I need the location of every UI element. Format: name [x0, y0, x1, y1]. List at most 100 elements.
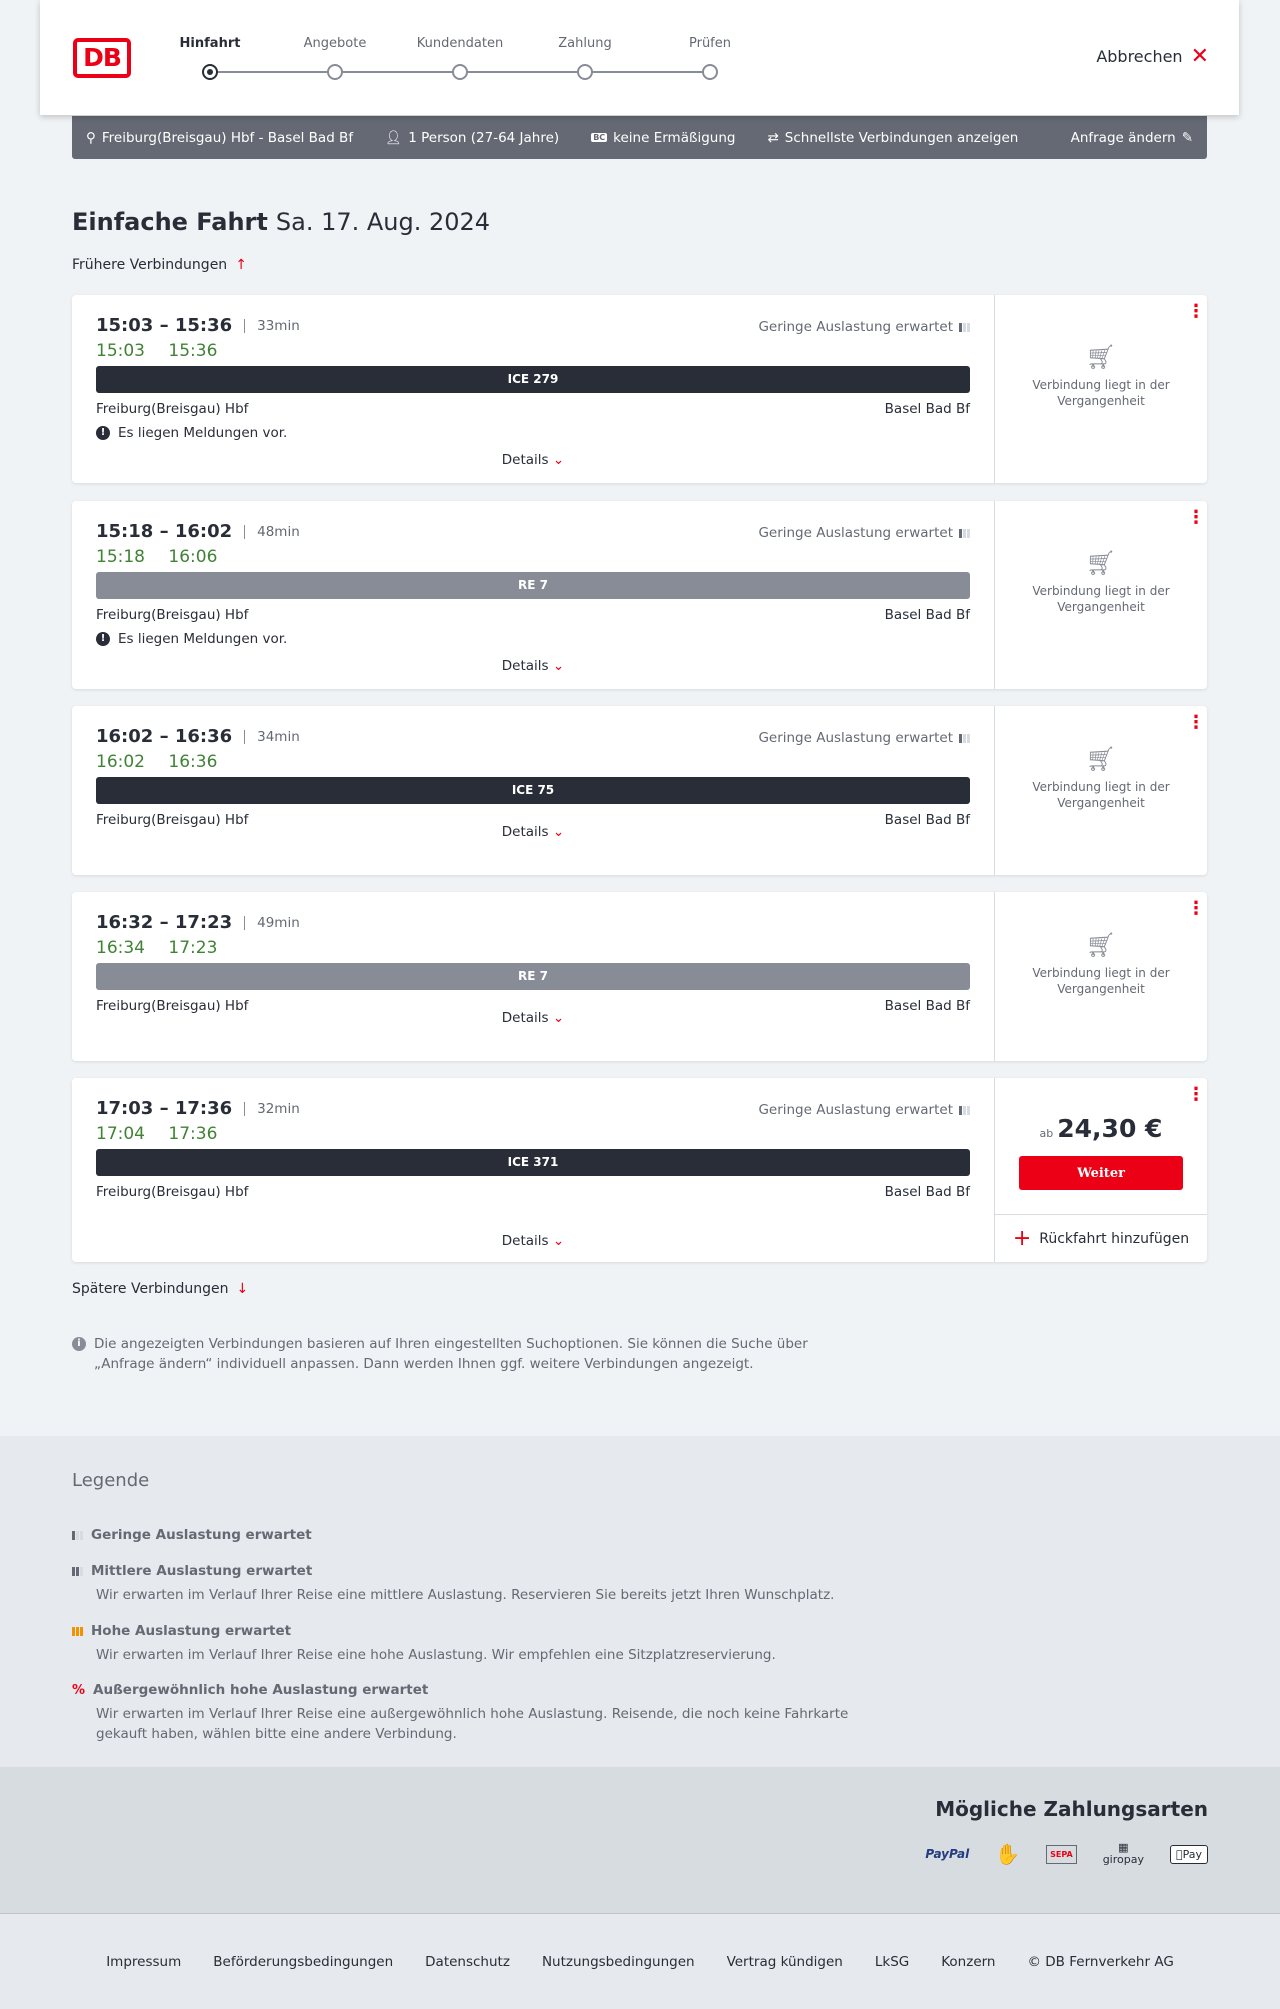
- legend-text: Wir erwarten im Verlauf Ihrer Reise eine…: [96, 1706, 849, 1742]
- chevron-down-icon: ⌄: [552, 824, 565, 840]
- footer: Impressum Beförderungsbedingungen Datens…: [0, 1913, 1280, 2009]
- db-logo[interactable]: DB: [73, 38, 131, 78]
- arrival-station: Basel Bad Bf: [884, 607, 970, 623]
- legend-label: Mittlere Auslastung erwartet: [91, 1563, 313, 1579]
- details-label: Details: [501, 658, 549, 674]
- cancel-label: Abbrechen: [1096, 47, 1183, 66]
- info-text: Die angezeigten Verbindungen basieren au…: [94, 1336, 808, 1372]
- cart-unavailable-icon: 🛒︎: [1085, 549, 1117, 577]
- more-options-icon[interactable]: ⋮: [1187, 301, 1205, 322]
- trip-type: Einfache Fahrt: [72, 208, 268, 236]
- apple-pay-logo: Pay: [1170, 1844, 1208, 1864]
- duration: 34min: [244, 729, 300, 744]
- footer-link-befoerderungsbedingungen[interactable]: Beförderungsbedingungen: [213, 1953, 394, 1970]
- trip-date: Sa. 17. Aug. 2024: [275, 208, 491, 236]
- train-bar[interactable]: ICE 279: [96, 366, 970, 393]
- details-toggle[interactable]: Details ⌄: [72, 452, 994, 468]
- realtime-times: 16:34 17:23: [96, 938, 218, 958]
- message-text: Es liegen Meldungen vor.: [118, 631, 288, 647]
- footer-link-vertrag-kuendigen[interactable]: Vertrag kündigen: [726, 1953, 843, 1970]
- later-connections-link[interactable]: Spätere Verbindungen ↓: [72, 1281, 248, 1297]
- legend-label: Außergewöhnlich hohe Auslastung erwartet: [93, 1682, 429, 1698]
- legend-item-medium: Mittlere Auslastung erwartet Wir erwarten…: [72, 1563, 856, 1605]
- details-toggle[interactable]: Details ⌄: [72, 658, 994, 674]
- connection-card: 16:02 – 16:36 34min 16:02 16:36 Geringe Au…: [72, 706, 1207, 875]
- step-dot: [577, 64, 593, 80]
- details-toggle[interactable]: Details ⌄: [72, 1010, 994, 1026]
- footer-link-lksg[interactable]: LkSG: [874, 1953, 910, 1970]
- giropay-logo: ▦ giropay: [1102, 1841, 1144, 1866]
- connection-card: 16:32 – 17:23 49min 16:34 17:23 RE 7 Freib…: [72, 892, 1207, 1061]
- details-label: Details: [501, 824, 549, 840]
- legend-text: Wir erwarten im Verlauf Ihrer Reise eine…: [96, 1647, 776, 1663]
- payment-methods-section: Mögliche Zahlungsarten PayPal ✋ SEPA ▦ gi…: [0, 1767, 1280, 1913]
- train-bar[interactable]: ICE 371: [96, 1149, 970, 1176]
- step-dot: [452, 64, 468, 80]
- price-value: 24,30 €: [1057, 1114, 1163, 1143]
- load-indicator: Geringe Auslastung erwartet: [758, 525, 970, 541]
- legend-label: Hohe Auslastung erwartet: [91, 1623, 292, 1639]
- passengers: 1 Person (27-64 Jahre): [408, 129, 560, 146]
- earlier-connections-link[interactable]: Frühere Verbindungen ↑: [72, 257, 247, 273]
- message-notice: ! Es liegen Meldungen vor.: [96, 631, 287, 647]
- time-range: 15:03 – 15:36: [96, 315, 233, 336]
- details-toggle[interactable]: Details ⌄: [72, 824, 994, 840]
- more-options-icon[interactable]: ⋮: [1187, 507, 1205, 528]
- header: DB Hinfahrt Angebote Kundendaten Zahlung…: [40, 0, 1239, 115]
- legend-title: Legende: [72, 1470, 150, 1491]
- plus-icon: +: [1012, 1226, 1032, 1251]
- chevron-down-icon: ⌄: [552, 452, 565, 468]
- sepa-logo: SEPA: [1046, 1844, 1077, 1864]
- info-note: i Die angezeigten Verbindungen basieren a…: [72, 1334, 852, 1374]
- cancel-button[interactable]: Abbrechen ✕: [1096, 43, 1209, 69]
- footer-link-datenschutz[interactable]: Datenschutz: [425, 1953, 510, 1970]
- page-title: Einfache Fahrt Sa. 17. Aug. 2024: [72, 208, 490, 236]
- planned-times: 17:03 – 17:36 32min: [96, 1098, 300, 1119]
- planned-times: 15:18 – 16:02 48min: [96, 521, 300, 542]
- discount: keine Ermäßigung: [613, 129, 736, 146]
- realtime-times: 15:18 16:06: [96, 547, 218, 567]
- past-connection-notice: 🛒︎ Verbindung liegt in der Vergangenheit: [995, 933, 1207, 997]
- swap-icon: ⇄: [767, 129, 779, 146]
- train-bar[interactable]: ICE 75: [96, 777, 970, 804]
- time-range: 16:02 – 16:36: [96, 726, 233, 747]
- details-toggle[interactable]: Details ⌄: [72, 1233, 994, 1249]
- train-bar[interactable]: RE 7: [96, 963, 970, 990]
- footer-link-impressum[interactable]: Impressum: [106, 1953, 182, 1970]
- cart-unavailable-icon: 🛒︎: [1085, 744, 1117, 773]
- time-range: 16:32 – 17:23: [96, 912, 233, 933]
- step-hinfahrt: Hinfahrt: [179, 36, 241, 51]
- past-connection-notice: 🛒︎ Verbindung liegt in der Vergangenheit: [995, 345, 1207, 409]
- connection-card: 17:03 – 17:36 32min 17:04 17:36 Geringe Au…: [72, 1078, 1207, 1262]
- giropay-label: giropay: [1102, 1853, 1144, 1866]
- footer-link-konzern[interactable]: Konzern: [941, 1953, 996, 1970]
- more-options-icon[interactable]: ⋮: [1187, 712, 1205, 733]
- credit-card-icon: ✋: [995, 1842, 1021, 1866]
- realtime-times: 16:02 16:36: [96, 752, 218, 772]
- load-indicator: Geringe Auslastung erwartet: [758, 730, 970, 746]
- legend-label: Geringe Auslastung erwartet: [91, 1527, 312, 1543]
- chevron-down-icon: ⌄: [552, 1010, 565, 1026]
- duration: 32min: [244, 1101, 300, 1116]
- continue-button[interactable]: Weiter: [1019, 1156, 1183, 1190]
- connection-card: 15:18 – 16:02 48min 15:18 16:06 Geringe Au…: [72, 501, 1207, 689]
- past-text: Verbindung liegt in der Vergangenheit: [1032, 584, 1170, 614]
- close-icon: ✕: [1190, 43, 1209, 69]
- legend-text: Wir erwarten im Verlauf Ihrer Reise eine…: [96, 1587, 835, 1603]
- message-notice: ! Es liegen Meldungen vor.: [96, 425, 287, 441]
- load-label: Geringe Auslastung erwartet: [758, 525, 953, 541]
- more-options-icon[interactable]: ⋮: [1187, 898, 1205, 919]
- more-options-icon[interactable]: ⋮: [1187, 1084, 1205, 1105]
- edit-request-button[interactable]: Anfrage ändern ✎: [1071, 130, 1193, 146]
- train-bar[interactable]: RE 7: [96, 572, 970, 599]
- add-return-button[interactable]: + Rückfahrt hinzufügen: [995, 1214, 1207, 1262]
- arrival-station: Basel Bad Bf: [884, 401, 970, 417]
- load-low-icon: [959, 322, 970, 332]
- past-connection-notice: 🛒︎ Verbindung liegt in der Vergangenheit: [995, 549, 1207, 615]
- arrival-station: Basel Bad Bf: [884, 1184, 970, 1200]
- price-prefix: ab: [1039, 1127, 1054, 1140]
- load-low-icon: [959, 528, 970, 538]
- footer-link-nutzungsbedingungen[interactable]: Nutzungsbedingungen: [541, 1953, 695, 1970]
- route: Freiburg(Breisgau) Hbf - Basel Bad Bf: [101, 129, 354, 146]
- edit-label: Anfrage ändern: [1070, 129, 1176, 146]
